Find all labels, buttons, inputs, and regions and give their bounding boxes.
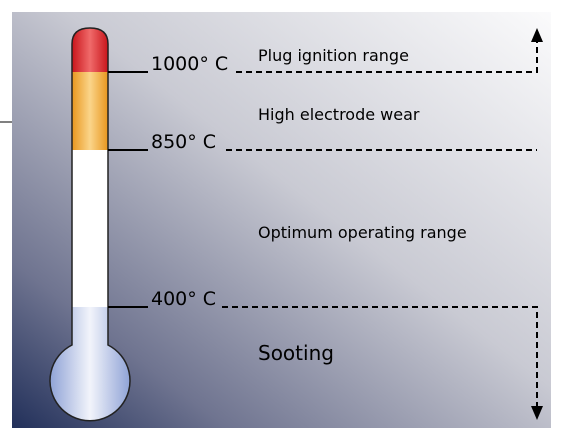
dashed-lines <box>222 42 538 408</box>
temp-label: 400° C <box>151 288 216 310</box>
thermometer <box>49 27 131 422</box>
zone-label: Optimum operating range <box>258 223 467 242</box>
arrow-down <box>531 406 543 420</box>
zone-label: High electrode wear <box>258 105 420 124</box>
ticks <box>108 71 148 308</box>
arrow-up <box>531 28 543 42</box>
temp-label: 850° C <box>151 131 216 153</box>
zone-label: Sooting <box>258 341 334 365</box>
temp-label: 1000° C <box>151 53 228 75</box>
zone-label: Plug ignition range <box>258 46 409 65</box>
